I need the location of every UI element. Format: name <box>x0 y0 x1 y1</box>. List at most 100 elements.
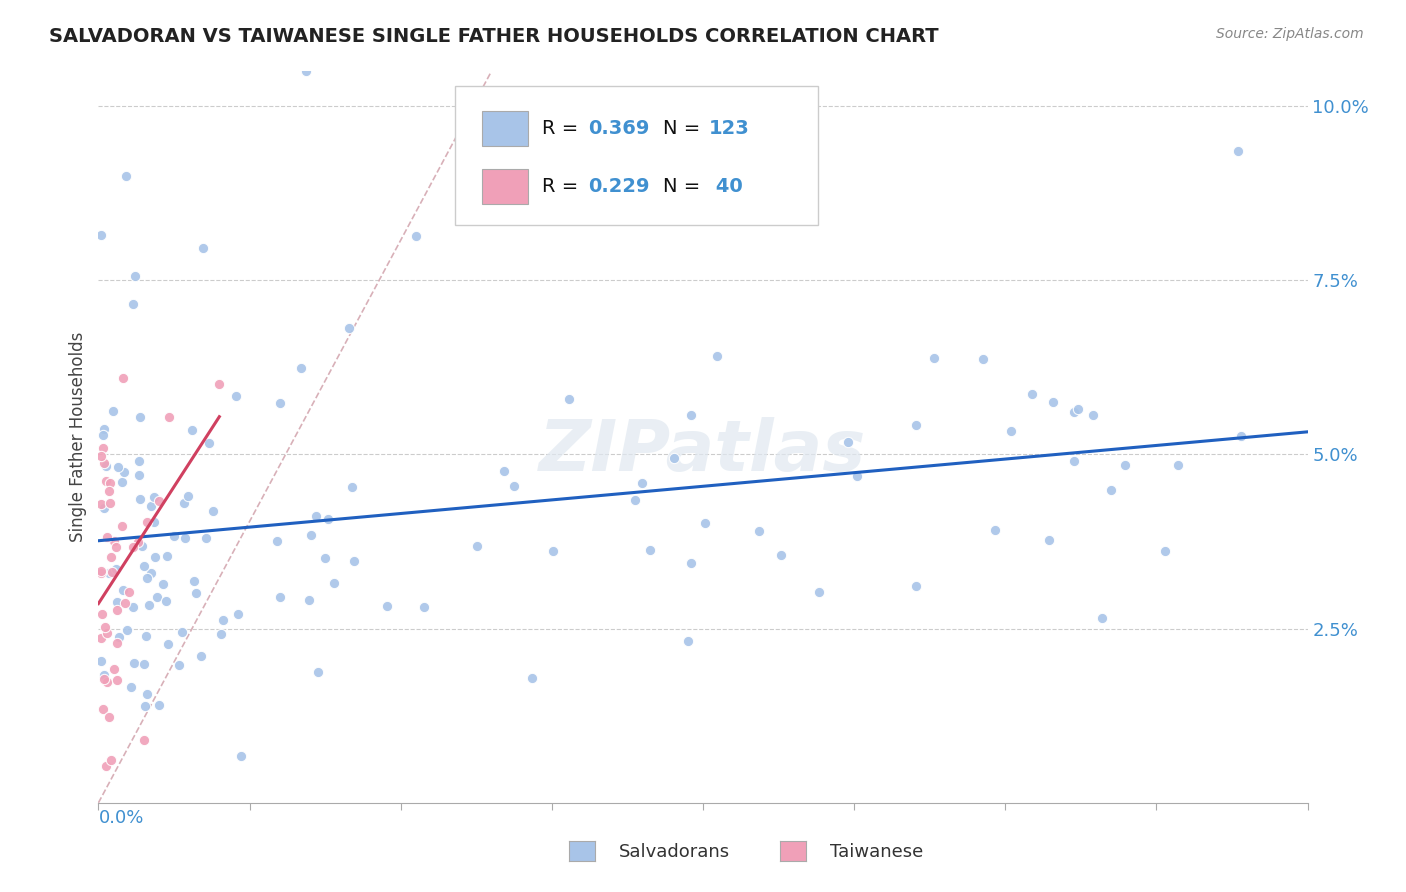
Point <box>152 577 174 591</box>
Point <box>132 733 155 747</box>
Point <box>624 492 647 507</box>
Point <box>316 512 339 526</box>
Point <box>135 687 157 701</box>
Point <box>1042 395 1064 409</box>
Point <box>502 479 524 493</box>
Point <box>148 494 170 508</box>
Point <box>295 64 318 78</box>
Point <box>139 499 162 513</box>
Point <box>136 571 159 585</box>
Point <box>314 551 336 566</box>
Point <box>405 228 427 243</box>
Point <box>90 566 112 580</box>
Point <box>1000 424 1022 438</box>
Point <box>1229 428 1251 442</box>
Text: 0.0%: 0.0% <box>98 809 143 827</box>
Point <box>156 637 179 651</box>
Point <box>96 675 118 690</box>
Point <box>1067 402 1090 417</box>
Point <box>904 417 927 432</box>
Point <box>269 396 291 410</box>
Point <box>225 390 247 404</box>
Point <box>1021 386 1043 401</box>
Text: 123: 123 <box>709 119 749 138</box>
Point <box>128 468 150 483</box>
Point <box>136 515 159 529</box>
Point <box>111 518 134 533</box>
Point <box>91 607 114 621</box>
Point <box>115 169 138 184</box>
FancyBboxPatch shape <box>456 86 818 225</box>
Point <box>105 635 128 649</box>
Point <box>100 753 122 767</box>
Point <box>100 496 122 510</box>
Point <box>1099 483 1122 498</box>
Point <box>111 475 134 490</box>
Point <box>112 465 135 479</box>
Point <box>905 579 928 593</box>
Point <box>148 698 170 712</box>
Point <box>94 458 117 473</box>
Point <box>1038 533 1060 547</box>
Text: ZIPatlas: ZIPatlas <box>540 417 866 486</box>
Point <box>229 748 252 763</box>
Point <box>94 620 117 634</box>
Text: Taiwanese: Taiwanese <box>830 843 922 861</box>
Point <box>1153 544 1175 558</box>
Point <box>211 613 233 627</box>
Point <box>146 590 169 604</box>
Point <box>105 595 128 609</box>
Point <box>105 673 128 688</box>
Point <box>169 657 191 672</box>
Point <box>120 680 142 694</box>
Point <box>492 464 515 478</box>
Text: N =: N = <box>664 178 707 196</box>
Point <box>695 516 717 530</box>
Point <box>90 654 112 668</box>
Point <box>111 583 134 598</box>
Point <box>163 528 186 542</box>
Point <box>107 460 129 475</box>
Point <box>139 566 162 580</box>
Point <box>100 550 122 565</box>
Point <box>558 392 581 406</box>
Point <box>128 409 150 424</box>
Point <box>90 564 112 578</box>
Point <box>194 531 217 545</box>
FancyBboxPatch shape <box>482 111 527 146</box>
Point <box>662 450 685 465</box>
Point <box>103 404 125 418</box>
Point <box>808 584 831 599</box>
Text: Source: ZipAtlas.com: Source: ZipAtlas.com <box>1216 27 1364 41</box>
Point <box>679 408 702 422</box>
Point <box>337 321 360 335</box>
Point <box>630 475 652 490</box>
Point <box>1226 145 1249 159</box>
Point <box>769 548 792 562</box>
Point <box>211 626 233 640</box>
FancyBboxPatch shape <box>482 169 527 204</box>
Point <box>100 565 122 579</box>
Point <box>91 441 114 455</box>
Point <box>98 484 121 499</box>
Point <box>183 574 205 588</box>
Point <box>128 454 150 468</box>
Point <box>266 534 288 549</box>
Point <box>177 489 200 503</box>
Point <box>174 531 197 545</box>
Text: Salvadorans: Salvadorans <box>619 843 730 861</box>
Point <box>972 352 994 367</box>
Point <box>96 530 118 544</box>
Point <box>91 702 114 716</box>
Point <box>143 490 166 504</box>
Point <box>135 629 157 643</box>
Point <box>922 351 945 366</box>
Point <box>543 544 565 558</box>
Text: SALVADORAN VS TAIWANESE SINGLE FATHER HOUSEHOLDS CORRELATION CHART: SALVADORAN VS TAIWANESE SINGLE FATHER HO… <box>49 27 939 45</box>
Point <box>465 539 488 553</box>
Point <box>107 630 129 644</box>
Point <box>846 469 869 483</box>
Point <box>90 449 112 463</box>
Point <box>290 360 312 375</box>
Point <box>122 600 145 615</box>
